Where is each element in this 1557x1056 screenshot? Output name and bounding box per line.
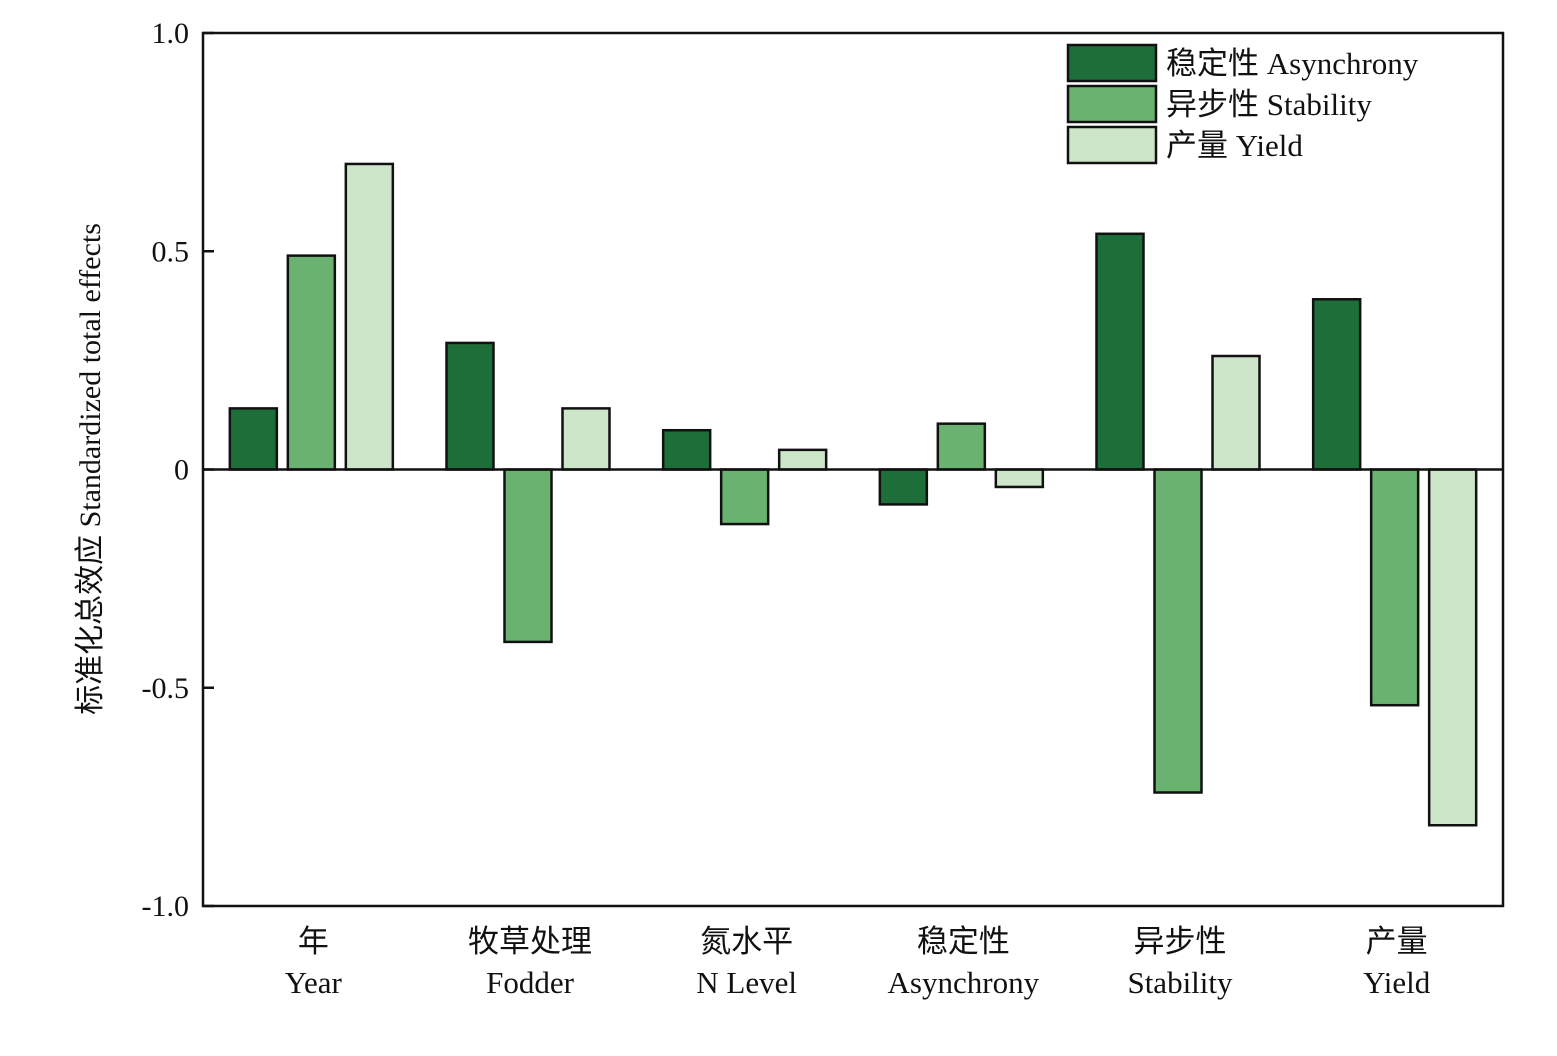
- legend-swatch-2: [1066, 125, 1158, 165]
- x-tick-label-zh: 牧草处理: [468, 924, 592, 959]
- legend-label-1: 异步性 Stability: [1166, 87, 1372, 122]
- bar-series-0-cat-4: [1095, 232, 1145, 471]
- y-axis-title: 标准化总效应 Standardized total effects: [74, 223, 107, 715]
- x-tick-label-zh: 稳定性: [917, 924, 1010, 959]
- x-tick-label-en: Asynchrony: [888, 965, 1040, 1000]
- legend-swatch-0: [1066, 43, 1158, 83]
- bar-series-0-cat-5: [1311, 298, 1362, 471]
- bar-series-1-cat-0: [286, 254, 337, 471]
- y-tick-label: 0: [174, 454, 189, 487]
- legend: 稳定性 Asynchrony 异步性 Stability 产量 Yield: [1066, 43, 1419, 165]
- x-tick-label-en: Year: [285, 965, 343, 1000]
- bar-series-1-cat-2: [719, 468, 770, 526]
- x-tick-label-en: N Level: [696, 965, 797, 1000]
- bar-series-1-cat-5: [1369, 468, 1420, 707]
- bar-series-2-cat-5: [1427, 468, 1478, 827]
- y-tick-label: 0.5: [152, 235, 190, 268]
- bars-layer: [228, 162, 1478, 827]
- x-tick-label-en: Yield: [1363, 965, 1431, 1000]
- legend-label-0: 稳定性 Asynchrony: [1166, 46, 1419, 81]
- bar-series-1-cat-3: [936, 422, 987, 471]
- bar-series-0-cat-1: [445, 341, 495, 471]
- bar-series-1-cat-4: [1153, 468, 1203, 794]
- x-tick-label-zh: 年: [298, 924, 329, 959]
- bar-series-0-cat-3: [878, 468, 929, 506]
- x-tick-label-en: Stability: [1127, 965, 1233, 1000]
- x-tick-label-en: Fodder: [486, 965, 575, 1000]
- y-axis: 1.0 0.5 0 -0.5 -1.0: [142, 17, 214, 923]
- y-tick-label: 1.0: [152, 17, 190, 50]
- bar-series-2-cat-1: [561, 407, 611, 471]
- bar-series-2-cat-3: [994, 468, 1045, 489]
- x-tick-label-zh: 异步性: [1134, 924, 1227, 959]
- y-tick-label: -1.0: [142, 890, 190, 923]
- bar-series-2-cat-0: [344, 162, 395, 471]
- x-tick-label-zh: 氮水平: [700, 924, 793, 959]
- bar-series-2-cat-4: [1211, 354, 1261, 471]
- bar-series-0-cat-0: [228, 407, 279, 471]
- bar-series-1-cat-1: [503, 468, 553, 644]
- bar-series-2-cat-2: [777, 448, 828, 471]
- legend-swatch-1: [1066, 84, 1158, 124]
- x-axis: 年 Year 牧草处理 Fodder 氮水平 N Level 稳定性 Asynchrony 异步…: [285, 924, 1431, 1000]
- x-tick-label-zh: 产量: [1366, 924, 1428, 959]
- legend-label-2: 产量 Yield: [1166, 128, 1303, 163]
- y-tick-label: -0.5: [142, 672, 190, 705]
- bar-series-0-cat-2: [661, 428, 712, 471]
